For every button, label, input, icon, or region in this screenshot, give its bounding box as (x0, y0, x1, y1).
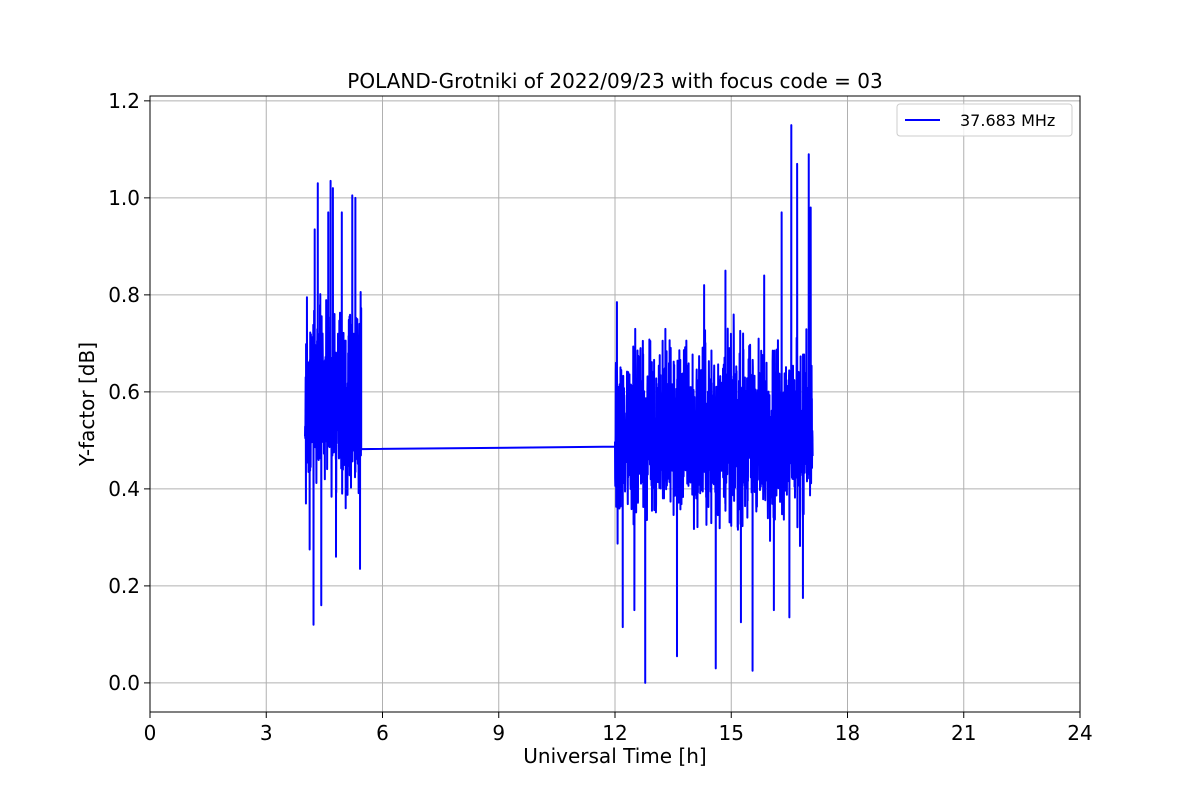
x-tick-label: 0 (144, 721, 157, 745)
series-line-37683-mhz (304, 124, 814, 684)
x-tick-label: 6 (376, 721, 389, 745)
x-tick-label: 24 (1067, 721, 1092, 745)
chart-title: POLAND-Grotniki of 2022/09/23 with focus… (347, 69, 882, 93)
x-tick-label: 21 (951, 721, 976, 745)
y-axis-label: Y-factor [dB] (75, 342, 99, 467)
y-tick-label: 1.0 (108, 186, 140, 210)
legend-label: 37.683 MHz (960, 111, 1055, 130)
y-tick-label: 0.6 (108, 380, 140, 404)
x-tick-label: 3 (260, 721, 273, 745)
legend: 37.683 MHz (896, 103, 1073, 137)
legend-box (896, 103, 1073, 137)
y-tick-label: 1.2 (108, 89, 140, 113)
series-layer (304, 124, 814, 684)
x-tick-label: 15 (719, 721, 744, 745)
y-tick-label: 0.0 (108, 671, 140, 695)
x-tick-label: 9 (492, 721, 505, 745)
x-tick-label: 12 (602, 721, 627, 745)
axis-ticks: 0 3 6 9 12 15 18 21 24 0.0 0.2 0.4 0.6 0.8 1.0 1.2 (108, 89, 1093, 745)
x-tick-label: 18 (835, 721, 860, 745)
y-tick-label: 0.2 (108, 574, 140, 598)
y-tick-label: 0.4 (108, 477, 140, 501)
x-axis-label: Universal Time [h] (523, 744, 706, 768)
y-tick-label: 0.8 (108, 283, 140, 307)
